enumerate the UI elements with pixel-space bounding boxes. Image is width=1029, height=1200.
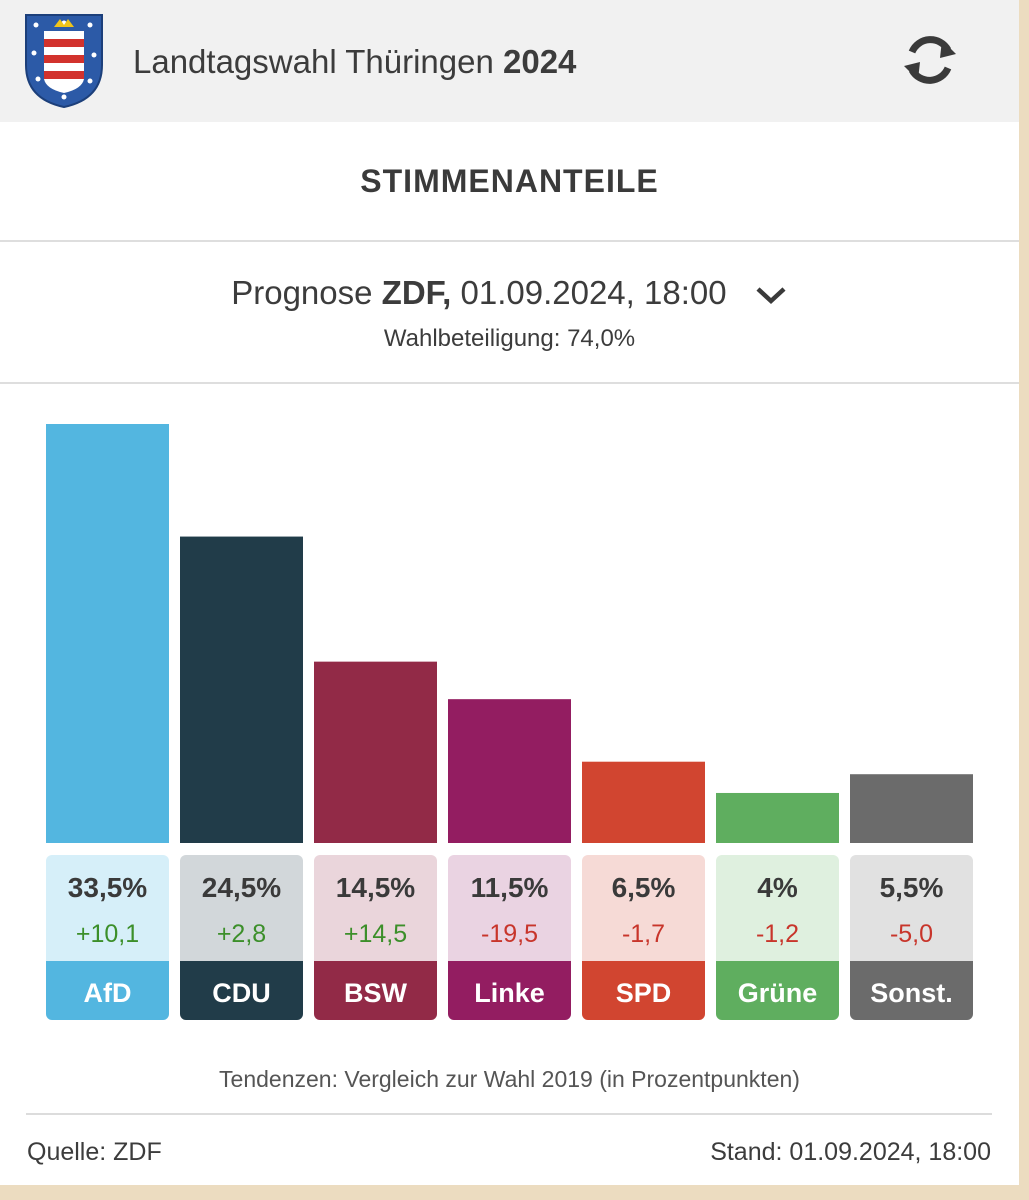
bar-spd	[582, 761, 705, 843]
value-box-cdu	[180, 855, 303, 961]
bar-cdu	[180, 536, 303, 843]
change-label: +14,5	[344, 920, 407, 948]
value-label: 33,5%	[68, 872, 147, 903]
chevron-down-icon[interactable]	[754, 284, 788, 306]
bar-sonst.	[850, 774, 973, 843]
refresh-icon[interactable]	[898, 28, 962, 92]
value-label: 14,5%	[336, 872, 415, 903]
forecast-type: Prognose	[231, 274, 373, 311]
bar-linke	[448, 699, 571, 843]
value-label: 6,5%	[612, 872, 676, 903]
value-box-spd	[582, 855, 705, 961]
comparison-note: Tendenzen: Vergleich zur Wahl 2019 (in P…	[219, 1066, 800, 1092]
forecast-datetime: 01.09.2024, 18:00	[460, 274, 727, 311]
change-label: -1,7	[622, 920, 665, 948]
party-column-linke: 11,5% -19,5 Linke	[448, 699, 571, 1020]
party-label: SPD	[616, 978, 672, 1008]
results-card: Landtagswahl Thüringen 2024 STIMMENANTEI…	[0, 0, 1019, 1185]
value-label: 24,5%	[202, 872, 281, 903]
party-column-grüne: 4% -1,2 Grüne	[716, 792, 839, 1020]
party-column-afd: 33,5% +10,1 AfD	[46, 424, 169, 1020]
value-box-grüne	[716, 855, 839, 961]
value-box-sonst.	[850, 855, 973, 961]
turnout-label: Wahlbeteiligung: 74,0%	[383, 325, 636, 352]
vote-share-bar-chart: 33,5% +10,1 AfD 24,5% +2,8 CDU 14,5% +14,5 BSW 11…	[46, 424, 973, 1020]
app-header: Landtagswahl Thüringen 2024	[0, 0, 1019, 122]
party-box-grüne	[716, 961, 839, 1020]
app-title: Landtagswahl Thüringen 2024	[133, 42, 576, 82]
app-title-text: Landtagswahl Thüringen	[133, 43, 494, 80]
divider	[0, 240, 1019, 242]
party-box-spd	[582, 961, 705, 1020]
party-label: Sonst.	[870, 978, 953, 1008]
source-label: Quelle: ZDF	[27, 1138, 162, 1166]
party-label: Linke	[474, 978, 545, 1008]
forecast-broadcaster: ZDF,	[381, 274, 452, 311]
value-label: 11,5%	[471, 872, 549, 903]
party-column-spd: 6,5% -1,7 SPD	[582, 761, 705, 1020]
change-label: +10,1	[76, 920, 139, 948]
timestamp-label: Stand: 01.09.2024, 18:00	[710, 1138, 991, 1166]
divider	[0, 382, 1019, 384]
party-column-bsw: 14,5% +14,5 BSW	[314, 661, 437, 1020]
party-label: AfD	[84, 978, 132, 1008]
party-column-sonst.: 5,5% -5,0 Sonst.	[850, 774, 973, 1020]
party-label: CDU	[212, 978, 271, 1008]
footer-divider	[26, 1113, 992, 1115]
change-label: -19,5	[481, 920, 538, 948]
party-label: BSW	[344, 978, 408, 1008]
thuringia-crest-icon	[25, 14, 103, 109]
party-box-sonst.	[850, 961, 973, 1020]
party-label: Grüne	[738, 978, 818, 1008]
change-label: +2,8	[217, 920, 266, 948]
party-box-linke	[448, 961, 571, 1020]
bar-bsw	[314, 661, 437, 843]
value-box-linke	[448, 855, 571, 961]
app-title-year: 2024	[503, 43, 577, 80]
bar-afd	[46, 424, 169, 843]
party-box-cdu	[180, 961, 303, 1020]
value-box-afd	[46, 855, 169, 961]
bar-grüne	[716, 792, 839, 843]
change-label: -1,2	[756, 920, 799, 948]
section-title: STIMMENANTEILE	[360, 163, 659, 199]
value-label: 4%	[757, 872, 798, 903]
party-column-cdu: 24,5% +2,8 CDU	[180, 536, 303, 1020]
change-label: -5,0	[890, 920, 933, 948]
value-label: 5,5%	[880, 872, 944, 903]
party-box-bsw	[314, 961, 437, 1020]
forecast-selector[interactable]: Prognose ZDF, 01.09.2024, 18:00	[0, 274, 1019, 312]
party-box-afd	[46, 961, 169, 1020]
value-box-bsw	[314, 855, 437, 961]
